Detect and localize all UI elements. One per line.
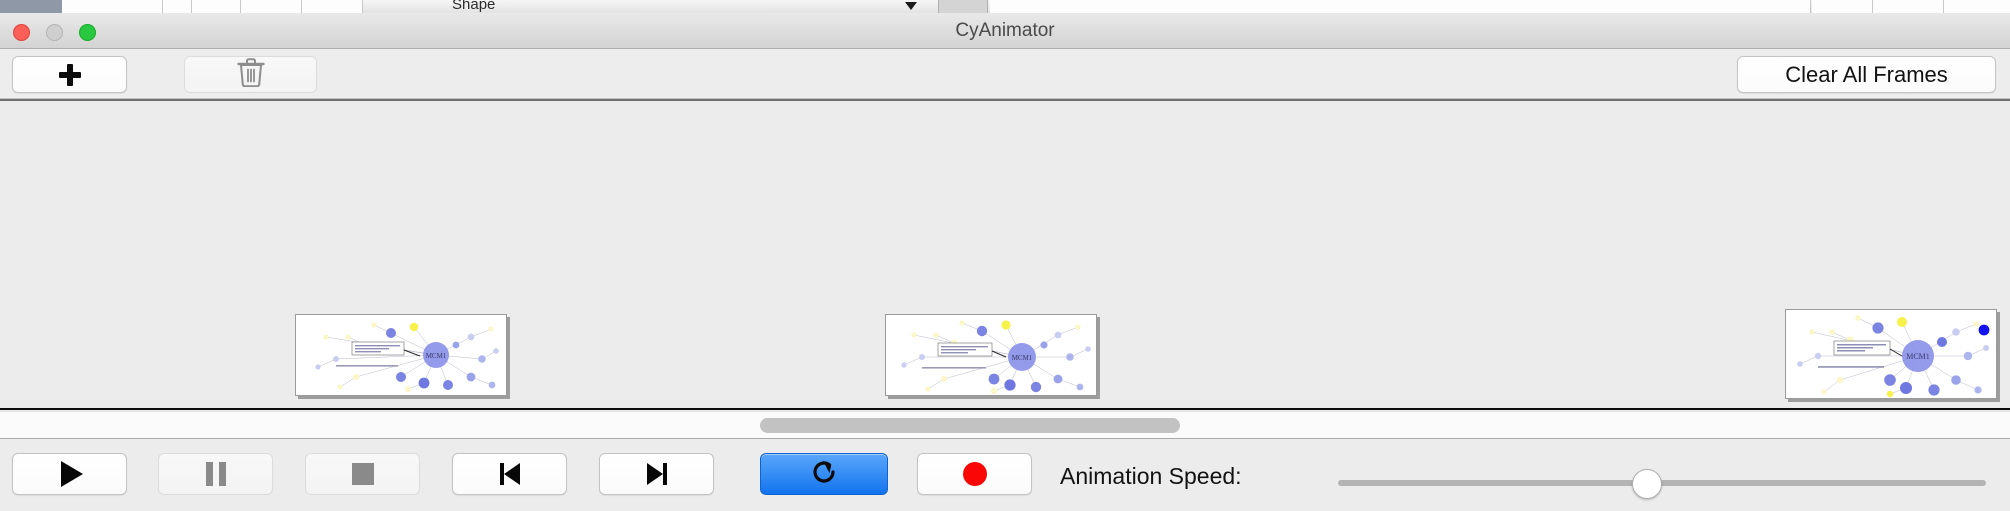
background-app-segment (62, 0, 163, 13)
frame-thumbnail-3[interactable]: MCM1 (1785, 309, 1997, 399)
timeline-horizontal-scrollbar[interactable] (0, 411, 2010, 439)
background-app-segment (192, 0, 241, 13)
network-graph-preview: MCM1 (886, 315, 1096, 395)
background-app-strip: Shape (0, 0, 2010, 14)
skip-end-button[interactable] (599, 453, 714, 495)
background-app-segment (1873, 0, 1944, 13)
frame-thumbnail-2[interactable]: MCM1 (885, 314, 1097, 396)
background-app-segment (302, 0, 363, 13)
network-graph-preview: MCM1 (1786, 310, 1996, 398)
window-title: CyAnimator (955, 20, 1055, 41)
background-app-segment (990, 0, 1811, 13)
background-app-caret-icon (905, 2, 917, 10)
delete-frame-button[interactable] (184, 56, 317, 93)
play-button[interactable] (12, 453, 127, 495)
stop-icon (351, 463, 374, 485)
background-app-segment (163, 0, 192, 13)
svg-text:MCM1: MCM1 (426, 352, 447, 360)
svg-text:MCM1: MCM1 (1906, 352, 1930, 361)
clear-all-frames-button[interactable]: Clear All Frames (1737, 56, 1996, 93)
add-frame-button[interactable] (12, 56, 127, 93)
skip-start-button[interactable] (452, 453, 567, 495)
background-app-segment (1812, 0, 1873, 13)
timeline-top-divider (0, 99, 2010, 101)
skip-start-icon (499, 463, 520, 485)
pause-button[interactable] (158, 453, 273, 495)
pause-icon (205, 462, 226, 486)
background-app-segment (241, 0, 302, 13)
background-app-segment (1944, 0, 2010, 13)
background-app-label: Shape (452, 0, 496, 13)
trash-icon (236, 57, 265, 92)
timeline-panel[interactable]: MCM1 (0, 99, 2010, 410)
toolbar: Clear All Frames (0, 49, 2010, 99)
animation-speed-label: Animation Speed: (1060, 463, 1242, 489)
loop-icon (809, 457, 839, 492)
zoom-button[interactable] (79, 24, 96, 41)
window-titlebar: CyAnimator (0, 13, 2010, 49)
minimize-button[interactable] (46, 24, 63, 41)
record-button[interactable] (917, 453, 1032, 495)
skip-end-icon (646, 463, 667, 485)
svg-text:MCM1: MCM1 (1012, 354, 1033, 362)
frame-thumbnail-1[interactable]: MCM1 (295, 314, 507, 396)
scrollbar-thumb[interactable] (760, 418, 1180, 433)
animation-speed-slider-track[interactable] (1338, 480, 1986, 486)
record-icon (962, 462, 987, 486)
loop-button[interactable] (760, 453, 888, 495)
background-app-tab (938, 0, 988, 13)
close-button[interactable] (13, 24, 30, 41)
playback-toolbar: Animation Speed: (0, 438, 2010, 511)
play-icon (60, 461, 83, 487)
network-graph-preview: MCM1 (296, 315, 506, 395)
timeline-axis-line (0, 408, 2010, 410)
stop-button[interactable] (305, 453, 420, 495)
animation-speed-slider-thumb[interactable] (1632, 469, 1662, 499)
plus-icon (57, 62, 83, 88)
background-app-sidebar (0, 0, 62, 13)
